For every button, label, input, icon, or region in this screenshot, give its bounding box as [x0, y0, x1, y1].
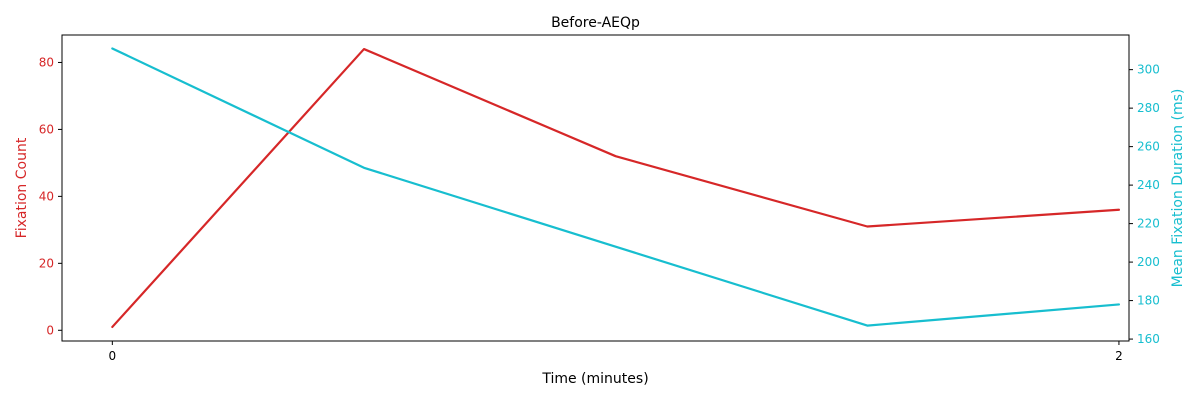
- x-axis-label: Time (minutes): [541, 371, 648, 387]
- plot-frame: [61, 34, 1130, 342]
- y-left-tick-label: 60: [39, 122, 54, 136]
- y-axis-right-label: Mean Fixation Duration (ms): [1170, 89, 1186, 288]
- y-right-tick-label: 280: [1137, 101, 1160, 115]
- series-line-mean-fixation-duration: [111, 47, 1121, 327]
- x-tick-label: 0: [109, 349, 117, 363]
- x-tick-label: 2: [1115, 349, 1123, 363]
- series-line-fixation-count: [111, 47, 1121, 329]
- y-right-tick-label: 180: [1137, 294, 1160, 308]
- y-right-tick-label: 200: [1137, 255, 1160, 269]
- y-left-tick-label: 20: [39, 256, 54, 270]
- y-right-tick-label: 160: [1137, 332, 1160, 346]
- y-axis-left-label: Fixation Count: [14, 137, 30, 238]
- y-left-tick-label: 40: [39, 189, 54, 203]
- y-right-tick-label: 300: [1137, 63, 1160, 77]
- y-right-tick-label: 240: [1137, 178, 1160, 192]
- y-left-tick-label: 80: [39, 55, 54, 69]
- y-right-tick-label: 220: [1137, 217, 1160, 231]
- y-right-tick-label: 260: [1137, 140, 1160, 154]
- chart-title: Before-AEQp: [551, 15, 640, 31]
- y-left-tick-label: 0: [46, 323, 54, 337]
